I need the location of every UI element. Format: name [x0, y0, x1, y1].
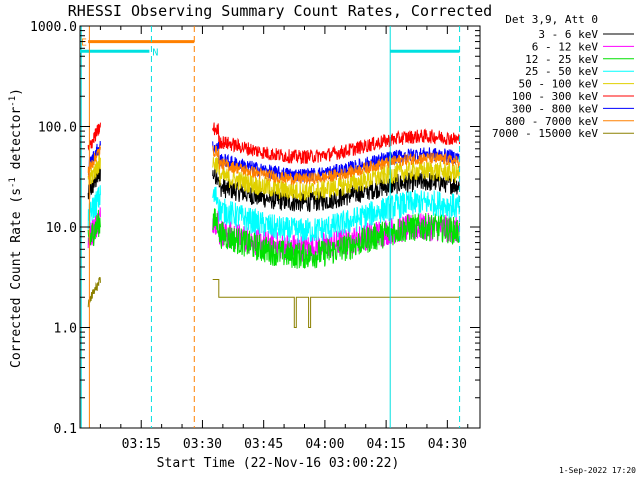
x-axis: 03:15 03:30 03:45 04:00 04:15 04:30 [99, 26, 469, 452]
legend-label: 7000 - 15000 keV [492, 127, 598, 140]
x-tick-label: 03:45 [244, 437, 283, 452]
legend-label: 3 - 6 keV [538, 28, 598, 41]
legend-label: 12 - 25 keV [525, 53, 598, 66]
series-line [212, 186, 460, 244]
series-line-early [87, 276, 101, 308]
series-line [212, 141, 460, 183]
series-line-early [87, 185, 101, 230]
x-tick-label: 04:30 [428, 437, 467, 452]
series-line-early [87, 154, 101, 186]
x-tick-label: 03:30 [183, 437, 222, 452]
generation-timestamp: 1-Sep-2022 17:20 [559, 466, 636, 475]
flag-bars: EN [80, 38, 460, 58]
legend-header: Det 3,9, Att 0 [505, 13, 598, 26]
series-line-early [87, 145, 101, 178]
series-line [212, 145, 460, 186]
y-axis: 0.1 1.0 10.0 100.0 1000.0 [30, 20, 480, 437]
legend-label: 300 - 800 keV [512, 102, 598, 115]
series-line-early [87, 209, 101, 247]
flag-label: N [152, 47, 158, 58]
legend-label: 50 - 100 keV [519, 78, 599, 91]
data-layer [87, 122, 460, 328]
legend-label: 100 - 300 keV [512, 90, 598, 103]
series-line-early [87, 122, 101, 152]
series-line [212, 122, 460, 165]
y-tick-label: 100.0 [38, 121, 77, 136]
x-tick-label: 04:15 [367, 437, 406, 452]
x-axis-label: Start Time (22-Nov-16 03:00:22) [157, 456, 400, 471]
series-line [212, 208, 460, 269]
y-tick-label: 10.0 [46, 221, 77, 236]
legend-label: 25 - 50 keV [525, 65, 598, 78]
series-line [212, 279, 460, 328]
y-tick-label: 1000.0 [30, 20, 77, 35]
legend-label: 800 - 7000 keV [505, 115, 598, 128]
chart-title: RHESSI Observing Summary Count Rates, Co… [68, 2, 492, 20]
x-tick-label: 04:00 [305, 437, 344, 452]
series-line [212, 155, 460, 202]
y-axis-label: Corrected Count Rate (s-1 detector-1) [8, 88, 24, 368]
y-tick-label: 1.0 [54, 322, 77, 337]
flag-label: E [81, 38, 87, 49]
x-tick-label: 03:15 [122, 437, 161, 452]
y-tick-label: 0.1 [54, 422, 77, 437]
legend-label: 6 - 12 keV [532, 40, 599, 53]
